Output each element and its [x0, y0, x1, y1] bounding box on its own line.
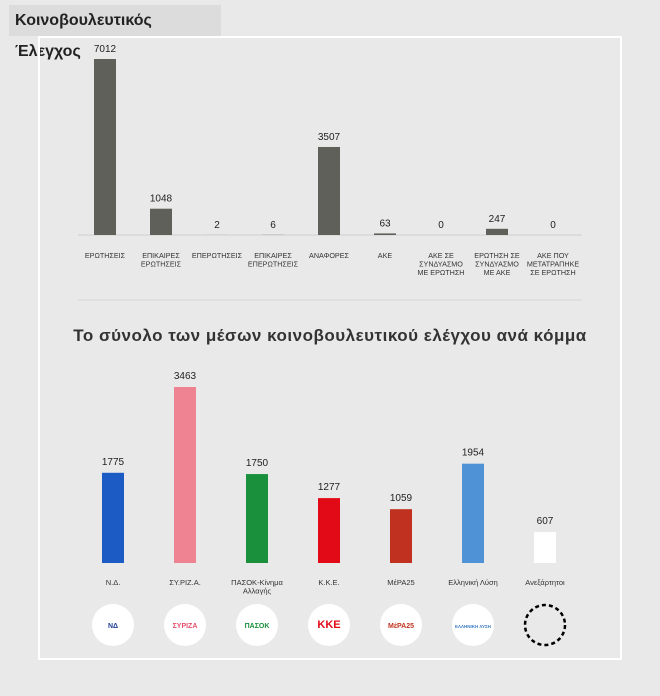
party-logo-text: ΣΥΡΙΖΑ — [173, 623, 198, 630]
party-logo — [380, 604, 422, 646]
bar — [150, 208, 172, 235]
party-logo-text: ΜέΡΑ25 — [388, 623, 414, 630]
category-label: ΕΠΙΚΑΙΡΕΣ — [254, 251, 292, 260]
data-label: 1954 — [462, 448, 485, 459]
data-label: 247 — [489, 214, 506, 225]
category-label: Ν.Δ. — [106, 578, 121, 587]
category-label: Κ.Κ.Ε. — [318, 578, 339, 587]
data-label: 2 — [214, 220, 220, 231]
party-logo-text: ΚΚΕ — [317, 619, 340, 631]
bar — [390, 509, 412, 563]
category-label: ΣΥΝΔΥΑΣΜΟ — [475, 260, 519, 269]
category-label: Ελληνική Λύση — [448, 578, 498, 587]
category-label: ΜΕ ΕΡΩΤΗΣΗ — [418, 268, 465, 277]
category-label: ΠΑΣΟΚ-Κίνημα — [231, 578, 283, 587]
data-label: 607 — [537, 516, 554, 527]
party-logo — [452, 604, 494, 646]
bar — [102, 472, 124, 563]
data-label: 3507 — [318, 132, 341, 143]
data-label: 1059 — [390, 493, 413, 504]
party-logo — [308, 604, 350, 646]
chart-2-title: Το σύνολο των μέσων κοινοβουλευτικού ελέ… — [73, 326, 587, 345]
page-title: Κοινοβουλευτικός Έλεγχος — [9, 5, 221, 60]
category-label: Ανεξάρτητοι — [525, 578, 565, 587]
category-label: ΕΠΕΡΩΤΗΣΕΙΣ — [192, 251, 243, 260]
data-label: 1775 — [102, 457, 125, 468]
party-logo-text: ΕΛΛΗΝΙΚΗ ΛΥΣΗ — [455, 624, 491, 629]
category-label: ΕΡΩΤΗΣΗ ΣΕ — [474, 251, 520, 260]
category-label: ΕΠΙΚΑΙΡΕΣ — [142, 251, 180, 260]
category-label: Αλλαγής — [243, 587, 272, 596]
party-logo — [92, 604, 134, 646]
bar — [462, 463, 484, 563]
category-label: ΣΕ ΕΡΩΤΗΣΗ — [530, 268, 575, 277]
data-label: 7012 — [94, 44, 117, 55]
category-label: ΕΡΩΤΗΣΕΙΣ — [141, 260, 182, 269]
chart-panel — [38, 36, 622, 660]
data-label: 3463 — [174, 371, 197, 382]
party-logo-text: ΝΔ — [108, 623, 118, 630]
party-logo-text: ΠΑΣΟΚ — [245, 623, 270, 630]
category-label: ΑΚΕ — [378, 251, 393, 260]
category-label: ΣΥΝΔΥΑΣΜΟ — [419, 260, 463, 269]
category-label: ΕΡΩΤΗΣΕΙΣ — [85, 251, 126, 260]
party-logo — [164, 604, 206, 646]
category-label: ΑΝΑΦΟΡΕΣ — [309, 251, 349, 260]
category-label: ΑΚΕ ΣΕ — [428, 251, 454, 260]
data-label: 6 — [270, 220, 276, 231]
category-label: ΜέΡΑ25 — [387, 578, 414, 587]
bar — [94, 59, 116, 235]
data-label: 0 — [550, 220, 556, 231]
bar — [246, 474, 268, 563]
bar — [318, 498, 340, 563]
bar — [318, 146, 340, 235]
data-label: 63 — [379, 218, 391, 229]
category-label: ΜΕ ΑΚΕ — [484, 268, 511, 277]
category-label: ΣΥ.ΡΙΖ.Α. — [169, 578, 201, 587]
bar — [486, 228, 508, 235]
bar — [534, 532, 556, 563]
category-label: ΑΚΕ ΠΟΥ — [537, 251, 569, 260]
data-label: 1750 — [246, 458, 269, 469]
bar — [174, 387, 196, 563]
data-label: 1048 — [150, 194, 173, 205]
data-label: 1277 — [318, 482, 341, 493]
category-label: ΜΕΤΑΤΡΑΠΗΚΕ — [527, 260, 580, 269]
party-logo — [236, 604, 278, 646]
independents-logo — [523, 603, 567, 647]
category-label: ΕΠΕΡΩΤΗΣΕΙΣ — [248, 260, 299, 269]
data-label: 0 — [438, 220, 444, 231]
bar — [374, 233, 396, 235]
